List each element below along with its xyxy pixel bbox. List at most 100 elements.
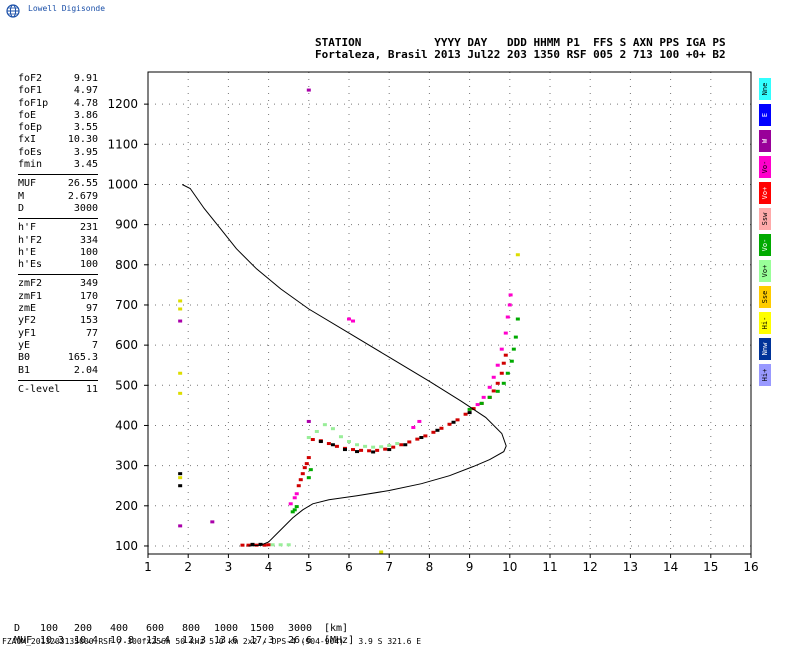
muf-value: 10.4 (74, 635, 99, 646)
param-value: 3.45 (73, 159, 98, 171)
chart-grid (148, 72, 751, 554)
header-line-1: STATION YYYY DAY DDD HHMM P1 FFS S AXN P… (315, 36, 726, 49)
trace-point (246, 543, 251, 547)
y-tick-label: 900 (115, 218, 138, 232)
distance-value: 1000 (214, 623, 239, 634)
trace-point (250, 542, 255, 546)
chart-marks (178, 88, 520, 554)
param-row: foEs 3.95 (18, 147, 98, 159)
trace-point (505, 315, 510, 319)
param-row: zmF1 170 (18, 291, 98, 303)
distance-value: 200 (74, 623, 93, 634)
trace-point (419, 436, 424, 440)
param-row: foE 3.86 (18, 110, 98, 122)
trace-point (415, 437, 420, 441)
distance-value: 3000 (288, 623, 313, 634)
trace-point (330, 427, 335, 431)
x-tick-label: 14 (663, 560, 678, 574)
trace-point (314, 429, 319, 433)
param-key: B0 (18, 352, 31, 364)
trace-point (258, 542, 263, 546)
legend-label: Nnw (761, 342, 769, 356)
param-key: h'F2 (18, 234, 43, 246)
param-key: h'F (18, 222, 37, 234)
trace-point (471, 407, 476, 411)
trace-point (310, 438, 315, 442)
legend-swatch: Hi- (759, 312, 771, 334)
param-row: B1 2.04 (18, 365, 98, 377)
param-value: 153 (79, 315, 98, 327)
y-tick-label: 1000 (107, 177, 138, 191)
trace-point (491, 375, 496, 379)
distance-label: D (14, 623, 21, 634)
param-row: foF1 4.97 (18, 85, 98, 97)
trace-point (399, 443, 404, 447)
trace-point (515, 317, 520, 321)
muf-value: 11.4 (146, 635, 171, 646)
param-key: fxI (18, 134, 37, 146)
x-tick-label: 11 (542, 560, 557, 574)
param-key: foEs (18, 146, 43, 158)
param-key: C-level (18, 383, 61, 395)
legend-swatch: Nnw (759, 338, 771, 360)
param-key: foEp (18, 122, 43, 134)
trace-point (431, 430, 436, 434)
param-key: foF2 (18, 73, 43, 84)
x-tick-label: 16 (743, 560, 758, 574)
x-tick-label: 5 (305, 560, 313, 574)
trace-point (347, 317, 351, 321)
file-info-footer: FZA0M_2013203135000.RSF / 300fx256h 50 k… (2, 637, 422, 646)
trace-point (347, 440, 351, 444)
trace-point (391, 445, 396, 449)
y-tick-label: 700 (115, 298, 138, 312)
trace-point (435, 428, 440, 432)
x-tick-label: 13 (623, 560, 638, 574)
axis-ticks: 1 2 3 4 5 6 7 8 9 10 11 12 13 14 15 1610020030040050060… (107, 97, 758, 574)
param-row: foEp 3.55 (18, 122, 98, 134)
x-tick-label: 15 (703, 560, 718, 574)
trace-point (240, 543, 245, 547)
legend-swatch: Vo- (759, 156, 771, 178)
brand-name: Lowell Digisonde (28, 4, 106, 13)
param-value: 165.3 (67, 352, 98, 364)
trace-point (304, 462, 309, 466)
trace-point (503, 353, 508, 357)
trace-point (178, 307, 183, 311)
muf-value: 13.6 (214, 635, 239, 646)
trace-point (266, 543, 271, 547)
param-key: MUF (18, 178, 37, 190)
trace-point (439, 426, 444, 430)
trace-point (178, 299, 183, 303)
trace-point (403, 443, 408, 447)
param-row: foF1p 4.78 (18, 98, 98, 110)
param-key: M (18, 190, 25, 202)
trace-point (308, 468, 313, 472)
y-tick-label: 100 (115, 539, 138, 553)
muf-value: 12.3 (182, 635, 207, 646)
trace-point (479, 401, 484, 405)
param-key: yF1 (18, 327, 37, 339)
trace-point (288, 502, 293, 506)
trace-point (495, 363, 500, 367)
param-key: fmin (18, 159, 43, 171)
param-value: 334 (79, 234, 98, 246)
trace-point (306, 88, 311, 92)
param-key: B1 (18, 364, 31, 376)
x-tick-label: 9 (466, 560, 474, 574)
param-value: 11 (85, 383, 98, 395)
trace-point (507, 303, 512, 307)
param-value: 9.91 (73, 73, 98, 84)
trace-point (294, 492, 299, 496)
legend-label: E (761, 112, 769, 118)
trace-point (379, 550, 384, 554)
trace-point (306, 456, 311, 460)
param-row: h'Es 100 (18, 259, 98, 271)
param-key: h'Es (18, 259, 43, 271)
trace-point (338, 435, 343, 439)
distance-value: 100 (40, 623, 59, 634)
param-key: yE (18, 339, 31, 351)
trace-point (508, 293, 513, 297)
param-key: D (18, 202, 25, 214)
legend-label: Vo+ (761, 186, 769, 200)
header-line-2: Fortaleza, Brasil 2013 Jul22 203 1350 RS… (315, 48, 726, 61)
